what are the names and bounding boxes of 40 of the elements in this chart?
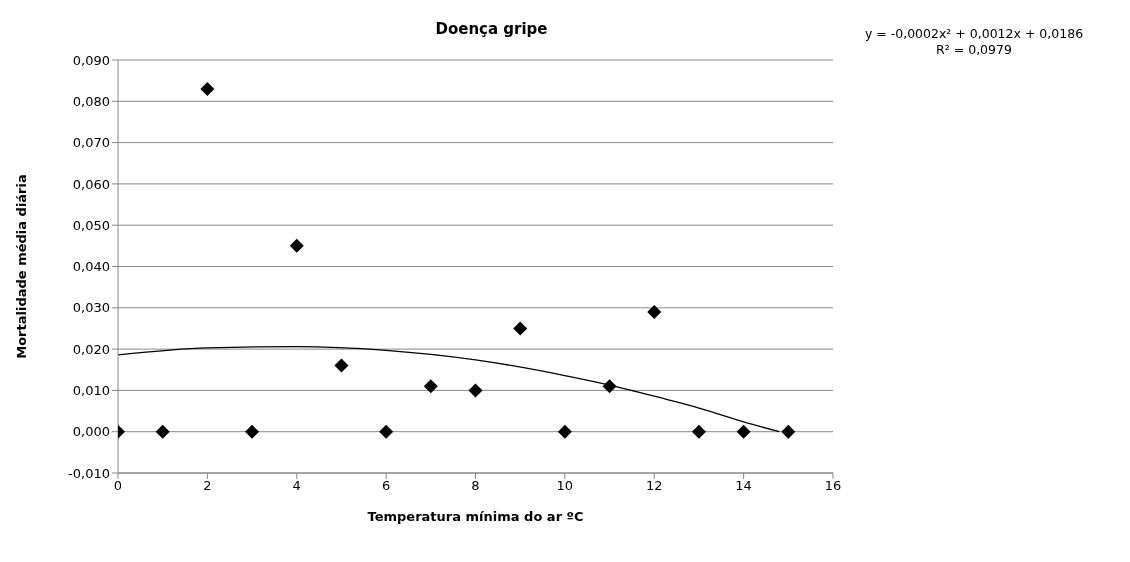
text: y = -0,0002x² + 0,0012x + 0,0186 <box>863 26 1085 42</box>
point <box>647 304 662 319</box>
point <box>691 424 706 439</box>
x-tick-label: 4 <box>292 478 301 494</box>
text: R² = 0,0979 <box>935 42 1013 58</box>
y-axis-title: Mortalidade média diária <box>13 174 29 359</box>
x-tick-label: 12 <box>645 478 663 494</box>
x-tick-label: 10 <box>556 478 574 494</box>
x-tick-label: 16 <box>824 478 842 494</box>
point <box>423 379 438 394</box>
point <box>781 424 796 439</box>
point <box>289 238 304 253</box>
y-tick-label: 0,050 <box>72 217 110 233</box>
y-tick-label: 0,060 <box>72 176 110 192</box>
y-tick-label: 0,010 <box>72 383 110 399</box>
x-tick-label: 0 <box>113 478 123 494</box>
point <box>557 424 572 439</box>
x-tick-label: 14 <box>735 478 752 494</box>
y-tick-label: 0,030 <box>72 300 110 316</box>
point <box>200 81 215 96</box>
point <box>155 424 170 439</box>
x-tick-label: 8 <box>471 478 480 494</box>
y-tick-label: 0,040 <box>72 259 110 275</box>
point <box>513 321 528 336</box>
point <box>334 358 349 373</box>
point <box>379 424 394 439</box>
y-tick-label: 0,000 <box>72 424 110 440</box>
y-tick-label: -0,010 <box>68 465 110 481</box>
x-axis-title: Temperatura mínima do ar ºC <box>367 509 584 524</box>
point <box>602 379 617 394</box>
point <box>468 383 483 398</box>
x-tick-label: 2 <box>203 478 212 494</box>
y-tick-label: 0,020 <box>72 341 110 357</box>
y-tick-label: 0,070 <box>72 135 110 151</box>
chart-title: Doença gripe <box>434 20 549 38</box>
point <box>736 424 751 439</box>
y-tick-label: 0,090 <box>72 52 110 68</box>
y-tick-label: 0,080 <box>72 93 110 109</box>
point <box>245 424 260 439</box>
x-tick-label: 6 <box>381 478 391 494</box>
